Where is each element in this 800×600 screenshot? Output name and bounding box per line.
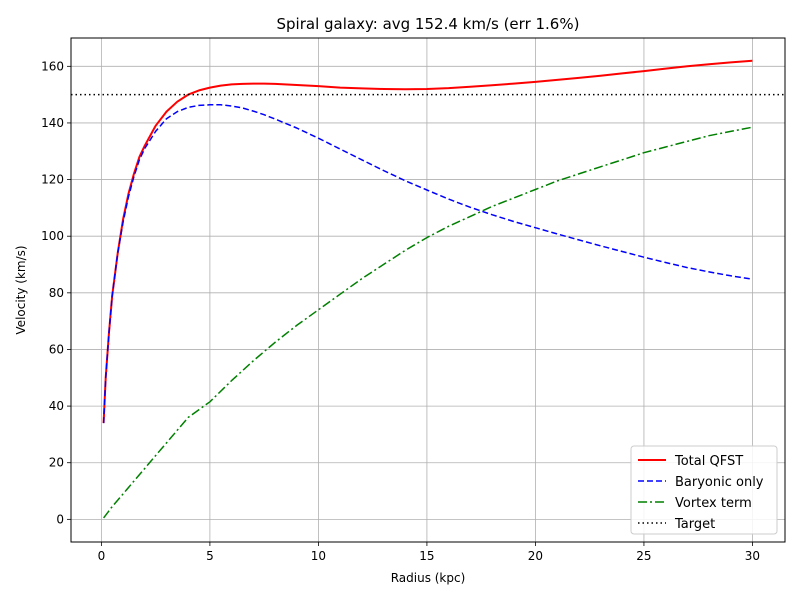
- series-total-qfst-line: [102, 59, 753, 424]
- legend-label: Target: [674, 517, 715, 532]
- y-tick-label: 40: [49, 399, 64, 413]
- chart-title: Spiral galaxy: avg 152.4 km/s (err 1.6%): [277, 15, 580, 33]
- x-tick-label: 20: [528, 549, 543, 563]
- legend: Total QFST Baryonic only Vortex term Target: [630, 445, 778, 535]
- y-tick-label: 60: [49, 342, 64, 356]
- y-tick-label: 120: [41, 173, 64, 187]
- axes-frame: [70, 37, 786, 543]
- x-tick-label: 0: [98, 549, 106, 563]
- y-tick-label: 140: [41, 116, 64, 130]
- x-tick-label: 10: [311, 549, 326, 563]
- x-axis-label: Radius (kpc): [391, 571, 466, 585]
- y-tick-label: 80: [49, 286, 64, 300]
- x-tick-label: 15: [419, 549, 434, 563]
- y-axis-label: Velocity (km/s): [14, 245, 28, 334]
- y-tick-label: 20: [49, 456, 64, 470]
- y-tick-label: 100: [41, 229, 64, 243]
- x-tick-label: 30: [745, 549, 760, 563]
- legend-label: Total QFST: [674, 454, 743, 469]
- series-baryonic-only-line: [102, 104, 753, 424]
- x-tick-label: 5: [206, 549, 214, 563]
- ticks: 0 5 10 15 20 25 30 0 20 40 60 80 100 120 140 160: [41, 59, 760, 563]
- series-layer: [71, 59, 785, 519]
- legend-box: [630, 445, 778, 535]
- grid: [71, 38, 785, 542]
- y-tick-label: 0: [56, 512, 64, 526]
- y-tick-label: 160: [41, 59, 64, 73]
- x-tick-label: 25: [636, 549, 651, 563]
- legend-label: Vortex term: [675, 496, 752, 511]
- legend-label: Baryonic only: [675, 475, 764, 490]
